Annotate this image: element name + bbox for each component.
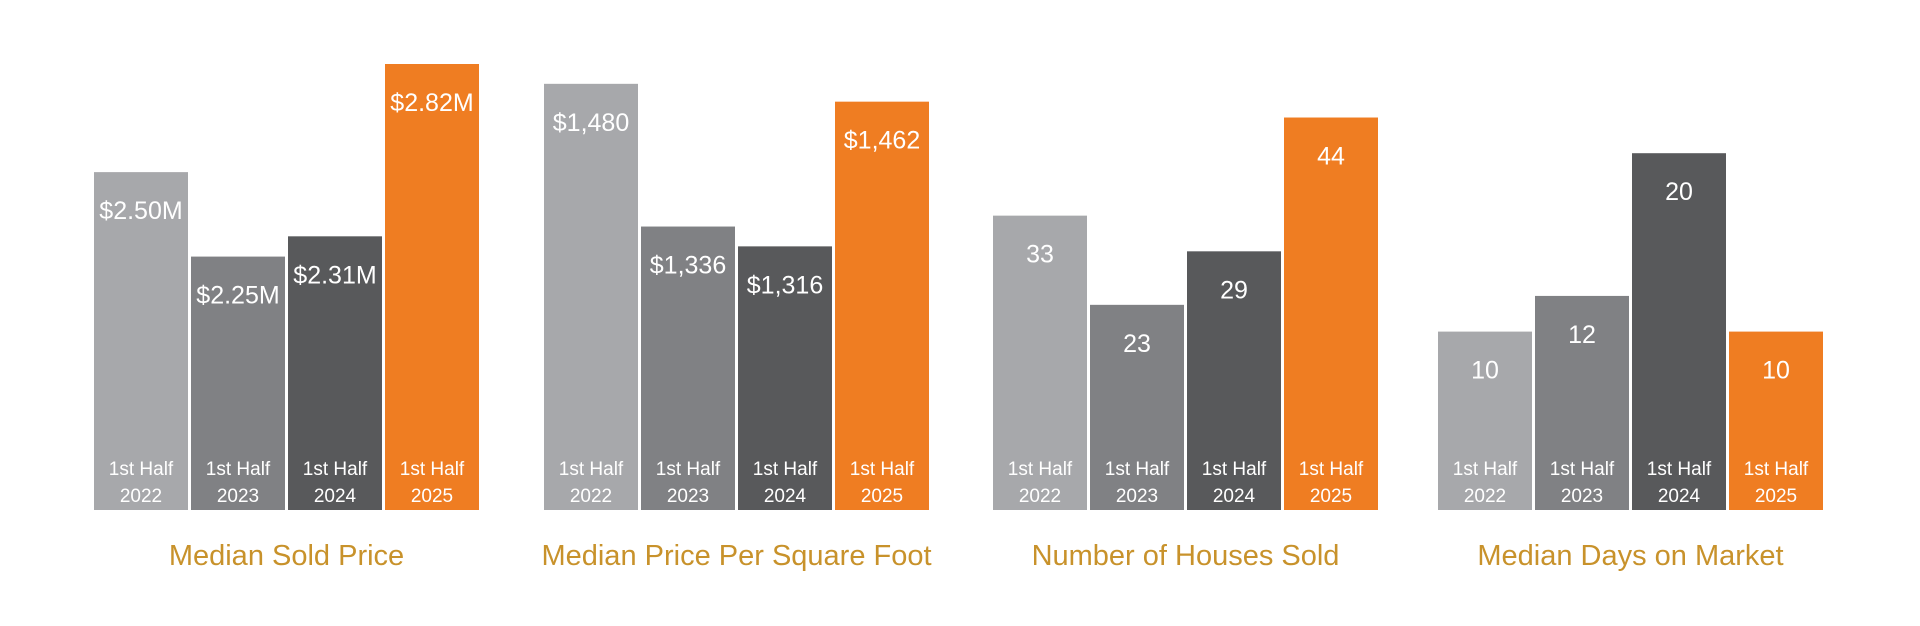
- median-days-on-market-chart: 10 1st Half 2022 12 1st Half 2023 20 1st Half 20…: [1438, 153, 1823, 572]
- value-label: 33: [1026, 241, 1054, 269]
- category-label: 1st Half 2023: [206, 459, 271, 507]
- category-label: 1st Half 2024: [1202, 459, 1267, 507]
- houses-sold-chart: 33 1st Half 2022 23 1st Half 2023 29 1st Half 20…: [993, 117, 1378, 572]
- category-label: 1st Half 2024: [303, 459, 368, 507]
- category-label: 1st Half 2022: [1453, 459, 1518, 507]
- bar-2023: [191, 256, 285, 510]
- category-label: 1st Half 2022: [109, 459, 174, 507]
- chart-title: Median Price Per Square Foot: [541, 540, 931, 572]
- bar-2023: [1535, 295, 1629, 510]
- value-label: 10: [1762, 357, 1790, 385]
- category-label: 1st Half 2022: [1008, 459, 1073, 507]
- category-label: 1st Half 2023: [1105, 459, 1170, 507]
- category-label: 1st Half 2024: [1647, 459, 1712, 507]
- value-label: 10: [1471, 357, 1499, 385]
- category-label: 1st Half 2024: [753, 459, 818, 507]
- value-label: 29: [1220, 276, 1248, 304]
- bar-2023: [1090, 304, 1184, 510]
- bar-2024: [288, 236, 382, 510]
- chart-title: Number of Houses Sold: [1032, 540, 1340, 572]
- value-label: $2.50M: [99, 197, 182, 225]
- bar-2022: [1438, 331, 1532, 510]
- category-label: 1st Half 2025: [850, 459, 915, 507]
- category-label: 1st Half 2025: [1299, 459, 1364, 507]
- bar-2025: [385, 64, 479, 510]
- value-label: 12: [1568, 321, 1596, 349]
- category-label: 1st Half 2025: [1744, 459, 1809, 507]
- value-label: $1,462: [844, 127, 920, 155]
- value-label: $2.82M: [390, 89, 473, 117]
- bar-2025: [1284, 117, 1378, 511]
- value-label: $1,316: [747, 271, 823, 299]
- bar-2024: [738, 246, 832, 510]
- bar-2023: [641, 226, 735, 510]
- chart-title: Median Sold Price: [169, 540, 404, 572]
- value-label: 44: [1317, 143, 1345, 171]
- category-label: 1st Half 2023: [1550, 459, 1615, 507]
- category-label: 1st Half 2022: [559, 459, 624, 507]
- value-label: $1,336: [650, 252, 726, 280]
- bar-2022: [544, 83, 638, 511]
- value-label: 20: [1665, 178, 1693, 206]
- chart-title: Median Days on Market: [1477, 540, 1783, 572]
- value-label: 23: [1123, 330, 1151, 358]
- bar-2025: [1729, 331, 1823, 510]
- value-label: $2.25M: [196, 282, 279, 310]
- value-label: $1,480: [553, 109, 629, 137]
- bar-2024: [1187, 251, 1281, 510]
- bar-2025: [835, 101, 929, 510]
- bar-2022: [94, 172, 188, 510]
- category-label: 1st Half 2023: [656, 459, 721, 507]
- median-sold-price-chart: $2.50M 1st Half 2022 $2.25M 1st Half 2023 $2.3…: [94, 64, 479, 572]
- value-label: $2.31M: [293, 261, 376, 289]
- bar-2024: [1632, 153, 1726, 510]
- bar-2022: [993, 215, 1087, 510]
- median-price-per-sqft-chart: $1,480 1st Half 2022 $1,336 1st Half 2023 $1,3…: [541, 83, 932, 572]
- category-label: 1st Half 2025: [400, 459, 465, 507]
